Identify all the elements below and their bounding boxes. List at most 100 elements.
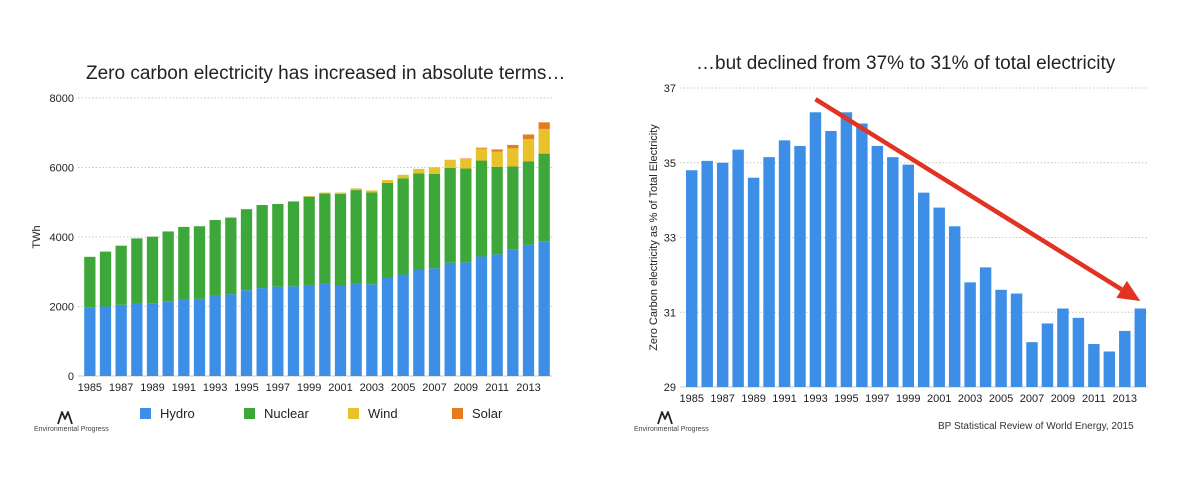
source-note: BP Statistical Review of World Energy, 2… (938, 421, 1134, 432)
x-tick-label: 1985 (78, 382, 102, 394)
chart-title: …but declined from 37% to 31% of total e… (696, 53, 1116, 74)
x-tick-label: 2005 (989, 393, 1013, 405)
x-tick-label: 2001 (927, 393, 951, 405)
bar-wind (460, 159, 472, 169)
bar-value (887, 157, 899, 387)
bar-nuclear (319, 193, 331, 284)
bar-value (701, 160, 713, 387)
legend-item-wind: Wind (348, 406, 452, 421)
x-tick-label: 1997 (865, 393, 889, 405)
y-tick-label: 6000 (50, 163, 74, 175)
legend-item-nuclear: Nuclear (244, 406, 348, 421)
bar-wind (413, 168, 425, 174)
bar-hydro (131, 303, 143, 376)
x-tick-label: 2013 (516, 382, 540, 394)
bar-value (856, 123, 868, 387)
bar-hydro (209, 295, 221, 376)
bar-solar (507, 144, 519, 149)
bar-value (902, 164, 914, 387)
bar-hydro (240, 290, 253, 376)
bar-wind (334, 192, 347, 194)
bar-nuclear (272, 203, 284, 287)
x-tick-label: 2007 (422, 382, 446, 394)
x-tick-label: 2001 (328, 382, 352, 394)
environmental-progress-logo-icon (57, 411, 73, 425)
bar-hydro (162, 301, 174, 376)
y-tick-label: 35 (664, 158, 676, 170)
bar-nuclear (491, 166, 503, 255)
logo-text: Environmental Progress (634, 426, 709, 433)
bar-nuclear (475, 160, 488, 257)
x-tick-label: 1997 (266, 382, 290, 394)
bar-wind (319, 192, 331, 194)
bar-nuclear (287, 201, 300, 287)
bar-solar (491, 149, 503, 152)
bar-nuclear (397, 178, 409, 275)
bar-wind (507, 148, 519, 167)
bar-value (840, 112, 853, 387)
bar-value (871, 145, 884, 387)
bar-value (933, 207, 945, 387)
bar-nuclear (115, 245, 127, 305)
bar-hydro (334, 285, 347, 376)
x-tick-label: 2011 (485, 382, 509, 394)
y-tick-label: 2000 (50, 302, 74, 314)
bar-nuclear (240, 209, 253, 291)
bar-hydro (256, 288, 268, 376)
y-tick-label: 8000 (50, 93, 74, 105)
bar-value (1103, 351, 1116, 387)
bar-value (995, 289, 1007, 387)
bar-value (778, 140, 791, 387)
bar-solar (538, 122, 550, 129)
bar-value (979, 267, 992, 387)
legend-item-solar: Solar (452, 406, 556, 421)
percent-bar-chart: 29 31 33 35 37 1985 1987 1989 1991 1993 1995 1997 19… (648, 83, 1148, 405)
bar-value (809, 112, 822, 387)
bar-value (1119, 330, 1131, 387)
bar-nuclear (538, 153, 550, 242)
x-tick-label: 2011 (1082, 393, 1106, 405)
bar-hydro (350, 283, 362, 376)
bar-wind (491, 151, 503, 167)
x-tick-label: 1991 (772, 393, 796, 405)
x-tick-label: 1987 (109, 382, 133, 394)
bar-hydro (538, 241, 550, 376)
bar-value (1072, 317, 1085, 387)
bar-nuclear (522, 161, 535, 245)
x-tick-label: 1995 (834, 393, 858, 405)
bar-hydro (319, 283, 331, 376)
bar-nuclear (413, 173, 425, 271)
bar-nuclear (350, 190, 362, 284)
x-tick-label: 2005 (391, 382, 415, 394)
bar-hydro (507, 249, 519, 376)
logo: Environmental Progress (34, 408, 109, 433)
stacked-bar-chart: 0 2000 4000 6000 8000 1985 1987 1989 1991 1993 199… (31, 93, 552, 394)
x-tick-label: 1999 (896, 393, 920, 405)
bar-value (1088, 344, 1100, 387)
environmental-progress-logo-icon (657, 411, 673, 425)
bar-nuclear (84, 256, 96, 308)
y-axis-label: Zero Carbon electricity as % of Total El… (648, 124, 660, 351)
bar-value (686, 170, 698, 387)
bar-hydro (193, 298, 206, 376)
bar-wind (397, 174, 409, 179)
x-tick-label: 1985 (679, 393, 703, 405)
x-tick-label: 2003 (360, 382, 384, 394)
bar-value (716, 162, 729, 387)
y-tick-label: 33 (664, 233, 676, 245)
logo-text: Environmental Progress (34, 426, 109, 433)
bar-value (1010, 293, 1023, 387)
x-tick-label: 2007 (1020, 393, 1044, 405)
bar-hydro (444, 262, 456, 376)
bar-nuclear (303, 196, 315, 285)
bar-hydro (146, 303, 159, 376)
bar-hydro (99, 306, 112, 376)
bar-hydro (287, 286, 300, 376)
bar-hydro (428, 268, 441, 376)
bar-hydro (225, 294, 237, 376)
x-tick-label: 1991 (172, 382, 196, 394)
bar-nuclear (99, 251, 112, 307)
x-tick-label: 2013 (1113, 393, 1137, 405)
bar-nuclear (162, 231, 174, 302)
legend-swatch-wind (348, 408, 359, 419)
